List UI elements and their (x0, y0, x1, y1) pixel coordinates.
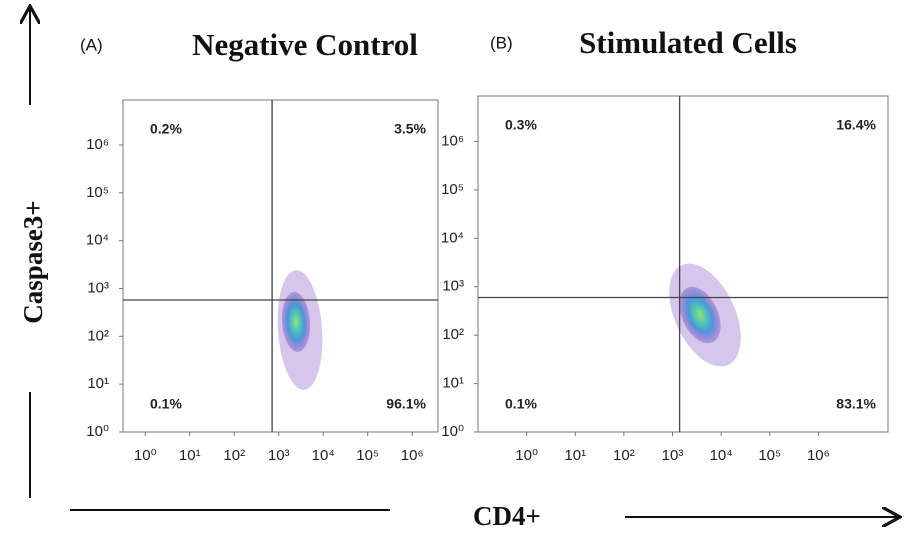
y-tick-label: 10⁰ (86, 423, 109, 440)
y-axis-label: Caspase3+ (18, 200, 48, 323)
y-tick-label: 10⁰ (441, 423, 464, 440)
y-tick-label: 10³ (87, 279, 109, 296)
x-tick-label: 10⁶ (401, 447, 424, 464)
plot-frame (122, 99, 439, 433)
x-tick-label: 10² (613, 447, 635, 464)
quadrant-percent: 16.4% (836, 117, 876, 133)
panel-title: Negative Control (192, 27, 418, 62)
y-tick-label: 10⁴ (86, 232, 109, 249)
y-tick-label: 10³ (442, 278, 464, 295)
panel-label: (B) (490, 33, 513, 52)
x-tick-label: 10⁰ (515, 447, 538, 464)
panel-title: Stimulated Cells (579, 25, 797, 60)
x-tick-label: 10⁵ (356, 447, 379, 464)
x-tick-label: 10³ (662, 447, 684, 464)
y-tick-label: 10¹ (87, 375, 109, 392)
quadrant-percent: 96.1% (386, 396, 426, 412)
quadrant-percent: 0.3% (505, 117, 537, 133)
y-tick-label: 10⁶ (86, 136, 109, 153)
y-tick-label: 10² (442, 326, 464, 343)
x-tick-label: 10⁶ (807, 447, 830, 464)
x-tick-label: 10³ (268, 447, 290, 464)
quadrant-percent: 0.1% (505, 396, 537, 412)
density-cloud (281, 292, 311, 352)
y-tick-label: 10¹ (442, 375, 464, 392)
x-tick-label: 10⁰ (134, 447, 157, 464)
x-tick-label: 10⁴ (710, 447, 733, 464)
x-tick-label: 10² (223, 447, 245, 464)
x-tick-label: 10⁴ (312, 447, 335, 464)
plot-frame (477, 95, 889, 433)
quadrant-percent: 0.1% (150, 396, 182, 412)
x-tick-label: 10⁵ (758, 447, 781, 464)
x-axis-label: CD4+ (473, 501, 541, 531)
quadrant-percent: 3.5% (394, 121, 426, 137)
panel-label: (A) (80, 35, 103, 54)
quadrant-percent: 0.2% (150, 121, 182, 137)
y-tick-label: 10⁶ (441, 132, 464, 149)
density-cloud (679, 286, 721, 344)
y-tick-label: 10⁵ (441, 181, 464, 198)
quadrant-percent: 83.1% (836, 396, 876, 412)
y-tick-label: 10⁵ (86, 184, 109, 201)
y-tick-label: 10² (87, 327, 109, 344)
x-tick-label: 10¹ (179, 447, 201, 464)
y-tick-label: 10⁴ (441, 229, 464, 246)
x-tick-label: 10¹ (564, 447, 586, 464)
